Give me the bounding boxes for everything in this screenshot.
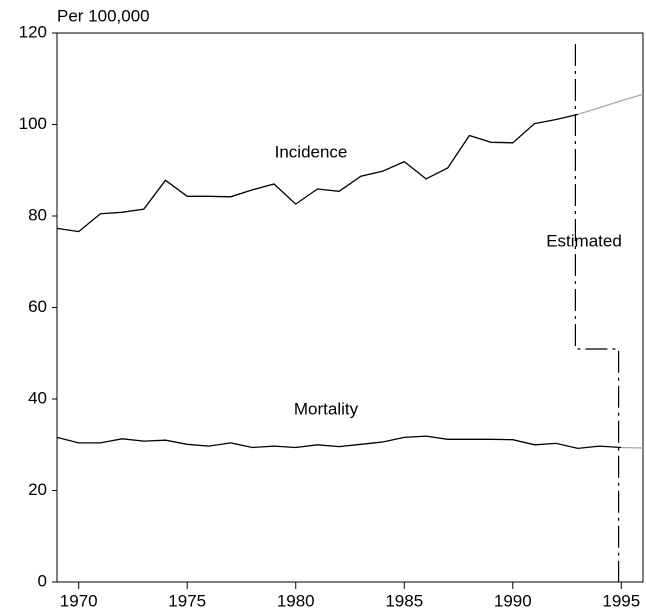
estimated-line [621,446,644,449]
y-tick-label: 100 [19,114,47,133]
estimated-label: Estimated [546,231,622,250]
y-tick-label: 120 [19,22,47,41]
x-tick-label: 1995 [602,591,640,610]
series-line [56,435,622,450]
y-tick-label: 80 [28,205,47,224]
x-tick-label: 1975 [168,591,206,610]
estimate-boundary [574,44,620,582]
estimated-line [577,93,644,116]
x-tick-label: 1980 [277,591,315,610]
x-tick-label: 1985 [385,591,423,610]
x-tick-label: 1970 [60,591,98,610]
y-tick-label: 40 [28,388,47,407]
series-line [56,113,579,233]
y-axis-label: Per 100,000 [57,6,150,25]
y-tick-label: 20 [28,480,47,499]
series-label: Incidence [275,142,348,161]
x-tick-label: 1990 [494,591,532,610]
y-tick-label: 0 [38,571,47,590]
plot-frame [56,32,644,583]
series-label: Mortality [294,399,359,418]
y-tick-label: 60 [28,297,47,316]
